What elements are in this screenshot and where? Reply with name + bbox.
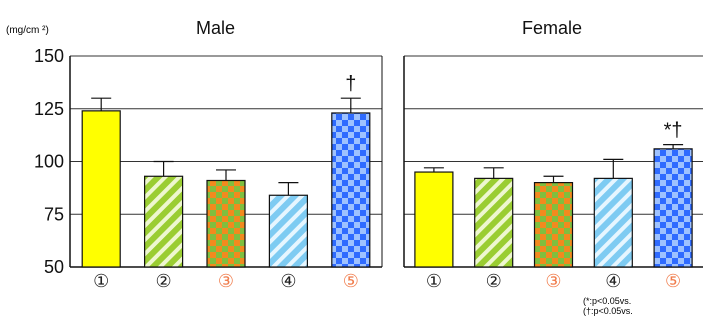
x-tick-label: ② bbox=[486, 271, 502, 291]
y-tick-label: 100 bbox=[34, 152, 64, 172]
bar bbox=[533, 182, 574, 268]
y-unit-label: (mg/cm ²) bbox=[6, 25, 49, 36]
x-tick-label: ④ bbox=[280, 271, 296, 291]
bar bbox=[653, 148, 693, 268]
x-tick-label: ③ bbox=[545, 271, 561, 291]
bar bbox=[593, 177, 633, 268]
significance-mark: *† bbox=[664, 120, 683, 142]
bar bbox=[81, 110, 121, 268]
significance-mark: † bbox=[345, 73, 356, 95]
bar bbox=[144, 175, 184, 268]
bar bbox=[331, 112, 371, 268]
y-tick-label: 125 bbox=[34, 99, 64, 119]
bar bbox=[414, 171, 454, 268]
y-tick-label: 150 bbox=[34, 46, 64, 66]
bar bbox=[474, 177, 514, 268]
footnote-2: (†:p<0.05vs. bbox=[583, 306, 633, 316]
y-tick-label: 75 bbox=[44, 204, 64, 224]
x-tick-label: ④ bbox=[605, 271, 621, 291]
footnote-1: (*:p<0.05vs. bbox=[583, 296, 632, 306]
x-tick-label: ① bbox=[426, 271, 442, 291]
panel-title-male: Male bbox=[196, 18, 236, 38]
x-tick-label: ② bbox=[156, 271, 172, 291]
x-tick-label: ⑤ bbox=[665, 271, 681, 291]
bar bbox=[206, 179, 246, 268]
panel-title-female: Female bbox=[522, 18, 583, 38]
y-tick-label: 50 bbox=[44, 257, 64, 277]
x-tick-label: ③ bbox=[218, 271, 234, 291]
bar bbox=[268, 194, 308, 268]
x-tick-label: ① bbox=[93, 271, 109, 291]
x-tick-label: ⑤ bbox=[343, 271, 359, 291]
